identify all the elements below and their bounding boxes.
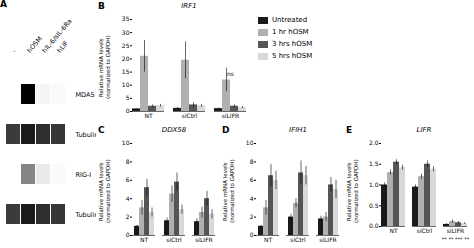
svg-text:0: 0	[126, 107, 130, 114]
svg-text:Tubulin: Tubulin	[75, 131, 97, 139]
svg-text:MDA5: MDA5	[76, 91, 95, 99]
svg-text:siCtrl: siCtrl	[166, 236, 182, 243]
svg-text:0.0: 0.0	[369, 222, 379, 229]
svg-text:5: 5	[126, 94, 130, 101]
html-text:Relative mRNA levels (normaliz: Relative mRNA levels (normalized to GAPD…	[98, 159, 111, 224]
html-text:1 hr hOSM: 1 hr hOSM	[272, 28, 309, 36]
svg-text:8: 8	[126, 158, 130, 165]
html-text:DDX58: DDX58	[161, 126, 187, 134]
html-text:C: C	[98, 125, 105, 135]
html-text:A: A	[0, 0, 7, 9]
svg-text:NT: NT	[144, 112, 152, 119]
svg-text:6: 6	[250, 176, 254, 183]
svg-text:ns: ns	[227, 70, 234, 77]
svg-text:0.5: 0.5	[369, 202, 379, 209]
svg-text:NT: NT	[264, 236, 272, 243]
html-text:IFIH1: IFIH1	[289, 126, 307, 134]
svg-text:6: 6	[126, 176, 130, 183]
svg-text:siCtrl: siCtrl	[182, 112, 198, 119]
svg-text:NT: NT	[140, 236, 148, 243]
svg-text:siLIFR: siLIFR	[222, 112, 240, 119]
svg-text:siLIFR: siLIFR	[195, 236, 213, 243]
svg-text:RIG-I: RIG-I	[76, 171, 92, 179]
svg-text:25: 25	[122, 42, 130, 49]
svg-text:siLIFR: siLIFR	[447, 227, 465, 234]
svg-text:0: 0	[250, 231, 254, 238]
html-text:3 hrs hOSM: 3 hrs hOSM	[272, 40, 313, 48]
svg-text:15: 15	[122, 68, 130, 75]
svg-text:4: 4	[126, 195, 130, 202]
svg-text:10: 10	[122, 81, 130, 88]
svg-text:NT: NT	[389, 227, 397, 234]
svg-text:2: 2	[126, 213, 130, 220]
svg-text:1.5: 1.5	[369, 160, 379, 167]
html-text:IRF1: IRF1	[181, 2, 197, 10]
html-text:Untreated: Untreated	[272, 16, 308, 24]
html-text:LIFR: LIFR	[416, 126, 432, 134]
html-text:Relative mRNA levels (normaliz: Relative mRNA levels (normalized to GAPD…	[98, 35, 111, 100]
html-text:D: D	[222, 125, 230, 135]
svg-text:30: 30	[122, 29, 130, 36]
svg-text:Tubulin: Tubulin	[75, 211, 97, 219]
svg-text:hLIF: hLIF	[55, 39, 70, 55]
svg-text:hIL-6/sIL-6Ra: hIL-6/sIL-6Ra	[40, 17, 73, 54]
svg-text:0: 0	[126, 231, 130, 238]
svg-text:siCtrl: siCtrl	[290, 236, 306, 243]
svg-text:** ** *** **: ** ** *** **	[442, 236, 470, 242]
svg-text:siLIFR: siLIFR	[319, 236, 337, 243]
svg-text:4: 4	[250, 195, 254, 202]
svg-text:10: 10	[246, 139, 254, 146]
svg-text:siCtrl: siCtrl	[417, 227, 433, 234]
html-text:Relative mRNA levels (normaliz: Relative mRNA levels (normalized to GAPD…	[346, 159, 359, 224]
svg-text:35: 35	[122, 15, 130, 22]
svg-text:hOSM: hOSM	[25, 35, 43, 55]
svg-text:2: 2	[250, 213, 254, 220]
svg-text:10: 10	[122, 139, 130, 146]
svg-text:1.0: 1.0	[369, 181, 379, 188]
html-text:B: B	[98, 1, 105, 11]
html-text:5 hrs hOSM: 5 hrs hOSM	[272, 52, 313, 60]
html-text:Relative mRNA levels (normaliz: Relative mRNA levels (normalized to GAPD…	[222, 159, 235, 224]
svg-text:8: 8	[250, 158, 254, 165]
html-text:E: E	[346, 125, 353, 135]
svg-text:20: 20	[122, 55, 130, 62]
svg-text:2.0: 2.0	[369, 139, 379, 146]
svg-text:-: -	[10, 47, 18, 54]
